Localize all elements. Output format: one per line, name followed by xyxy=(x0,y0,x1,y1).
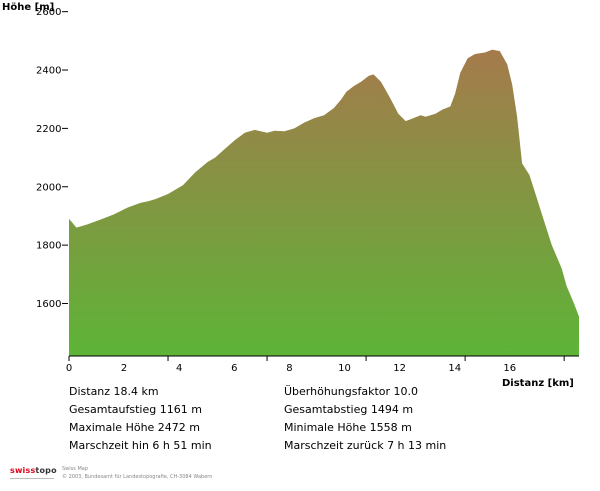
x-tick-label: 8 xyxy=(286,363,292,374)
x-tick-label: 12 xyxy=(393,363,406,374)
y-tick-label: 1600 xyxy=(36,299,61,310)
descent-stat: Gesamtabstieg 1494 m xyxy=(284,403,414,416)
y-tick-label: 2000 xyxy=(36,182,61,193)
time-out-stat: Marschzeit hin 6 h 51 min xyxy=(69,439,212,452)
min-height-stat: Minimale Höhe 1558 m xyxy=(284,421,412,434)
y-tick-label: 1800 xyxy=(36,241,61,252)
x-tick-label: 4 xyxy=(176,363,182,374)
time-back-stat: Marschzeit zurück 7 h 13 min xyxy=(284,439,447,452)
elevation-chart: 1600 1800 2000 2200 2400 2600 0 2 4 6 8 10 12 14 16 Hö… xyxy=(2,2,579,389)
ascent-stat: Gesamtaufstieg 1161 m xyxy=(69,403,202,416)
x-tick-label: 16 xyxy=(503,363,516,374)
x-axis-label: Distanz [km] xyxy=(502,378,574,389)
footer: swisstopo Swiss Map © 2003, Bundesamt fü… xyxy=(8,466,308,488)
elevation-area xyxy=(69,49,579,356)
x-tick-label: 0 xyxy=(66,363,72,374)
x-tick-label: 14 xyxy=(448,363,461,374)
max-height-stat: Maximale Höhe 2472 m xyxy=(69,421,201,434)
copyright-text: © 2003, Bundesamt für Landestopografie, … xyxy=(62,474,213,480)
y-tick-label: 2600 xyxy=(36,7,61,18)
map-name: Swiss Map xyxy=(62,466,89,472)
logo-underline xyxy=(10,478,54,481)
y-tick-label: 2400 xyxy=(36,66,61,77)
logo-part-topo: topo xyxy=(35,466,57,475)
y-axis-label: Höhe [m] xyxy=(2,2,54,13)
x-tick-label: 10 xyxy=(338,363,351,374)
exaggeration-stat: Überhöhungsfaktor 10.0 xyxy=(284,385,418,398)
distance-stat: Distanz 18.4 km xyxy=(69,385,159,398)
logo-part-swiss: swiss xyxy=(10,466,36,475)
x-tick-label: 6 xyxy=(231,363,237,374)
swisstopo-logo: swisstopo xyxy=(10,466,57,475)
x-tick-label: 2 xyxy=(121,363,127,374)
y-tick-label: 2200 xyxy=(36,124,61,135)
